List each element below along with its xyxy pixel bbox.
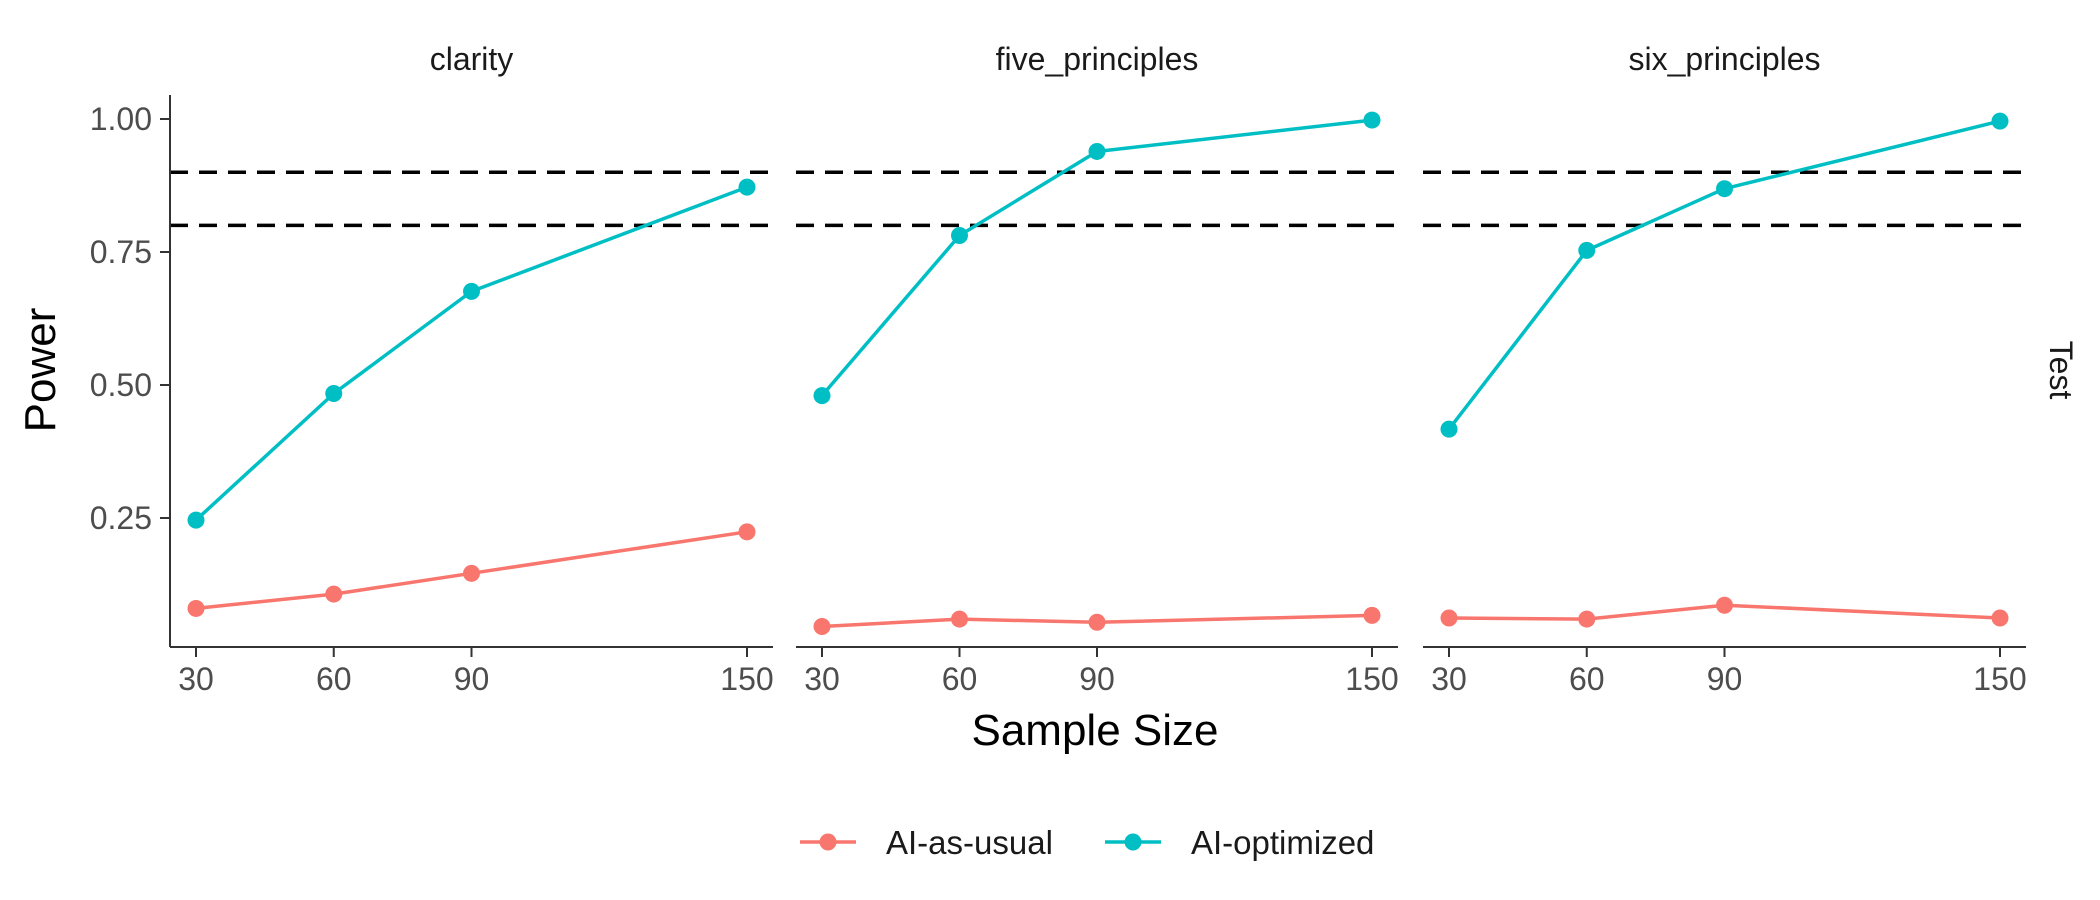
data-point [463,282,480,300]
data-point [1716,596,1733,614]
data-point [1363,111,1381,129]
series-line-ai-optimized [820,118,1373,397]
y-tick-label: 1.00 [90,101,152,137]
y-tick-label: 0.50 [90,367,152,403]
legend-key-point [1124,833,1142,851]
facet-strip-label: five_principles [996,41,1199,77]
x-tick-label: 150 [1345,661,1398,697]
legend-label: AI-optimized [1191,824,1374,861]
x-tick-label: 150 [1973,661,2026,697]
panels-layer: clarity 30 60 90 150 five_principles 30 60 90 150… [170,41,2027,697]
data-point [1991,112,2009,130]
data-point [813,387,831,405]
facet-panel-six-principles: six_principles 30 60 90 150 [1423,41,2027,697]
data-point [951,610,968,628]
series-line-ai-as-usual [1448,603,2001,621]
x-tick-label: 30 [178,661,214,697]
data-point [1088,142,1106,160]
series-line-ai-optimized [194,185,748,522]
facet-variable-label: Test [2043,341,2079,400]
y-tick-label: 0.25 [90,500,152,536]
x-tick-label: 90 [1707,661,1743,697]
facet-panel-five-principles: five_principles 30 60 90 150 [796,41,1399,697]
x-axis-title: Sample Size [971,706,1218,755]
y-axis-title: Power [16,308,65,433]
x-tick-label: 30 [804,661,840,697]
legend-item-ai-as-usual: AI-as-usual [800,824,1053,861]
x-tick-label: 60 [316,661,352,697]
data-point [1716,180,1733,198]
facet-panel-clarity: clarity 30 60 90 150 [170,41,774,697]
data-point [1991,609,2009,627]
series-line-ai-as-usual [195,530,748,611]
data-point [1363,606,1381,624]
legend-label: AI-as-usual [886,824,1053,861]
data-point [738,523,756,541]
x-tick-label: 150 [720,661,773,697]
data-point [813,618,831,636]
legend-key-point [819,833,837,851]
x-tick-label: 60 [942,661,978,697]
series-line-ai-as-usual [821,613,1373,629]
data-point [1578,241,1596,259]
x-tick-label: 30 [1431,661,1467,697]
series-line-ai-optimized [1447,119,2001,431]
data-point [1440,609,1458,627]
axes-layer: 0.25 0.50 0.75 1.00 [90,95,171,647]
x-tick-label: 60 [1569,661,1605,697]
data-point [325,585,343,603]
data-point [187,599,205,617]
data-point [951,227,968,245]
legend: AI-as-usual AI-optimized [800,824,1374,861]
data-point [463,564,480,582]
x-tick-label: 90 [454,661,490,697]
data-point [738,178,756,196]
data-point [187,511,205,529]
data-point [1088,613,1106,631]
x-tick-label: 90 [1079,661,1115,697]
data-point [1578,610,1596,628]
data-point [1440,420,1458,438]
data-point [325,385,343,403]
facet-strip-label: clarity [430,41,514,77]
legend-item-ai-optimized: AI-optimized [1105,824,1374,861]
facet-strip-label: six_principles [1628,41,1820,77]
y-tick-label: 0.75 [90,234,152,270]
